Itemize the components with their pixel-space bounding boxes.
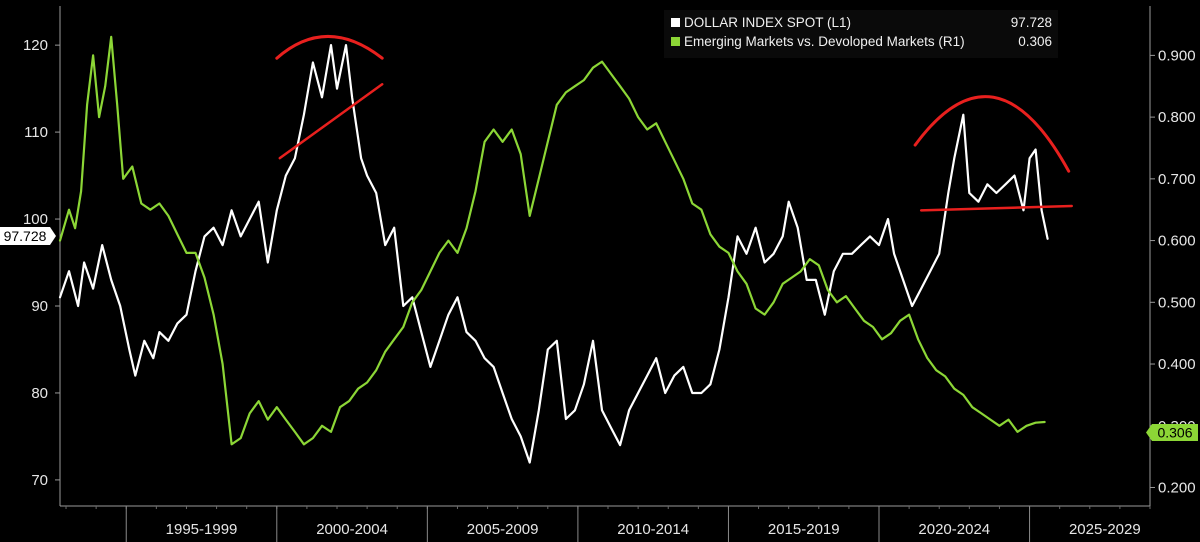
series-line-dollar-index: [58, 43, 1049, 464]
left-axis-tick-label: 90: [31, 298, 48, 315]
left-axis-tick-label: 110: [24, 124, 48, 141]
x-axis-period-label: 2000-2004: [316, 521, 388, 538]
right-axis-tick-label: 0.400: [1158, 356, 1196, 373]
legend-swatch-em: [671, 37, 680, 46]
x-axis-period-label: 1995-1999: [166, 521, 238, 538]
x-axis-period-label: 2005-2009: [467, 521, 539, 538]
series-layer: [58, 35, 1049, 464]
legend-box: [664, 10, 1058, 58]
right-axis-tick-label: 0.500: [1158, 294, 1196, 311]
badge-right-box: [1152, 424, 1198, 441]
legend-value-em: 0.306: [1018, 34, 1052, 49]
right-axis-tick-label: 0.800: [1158, 109, 1196, 126]
x-axis-period-label: 2020-2024: [918, 521, 990, 538]
annotation-top-arc: [275, 34, 384, 60]
left-axis-tick-label: 100: [23, 211, 48, 228]
legend: DOLLAR INDEX SPOT (L1) 97.728 Emerging M…: [664, 10, 1058, 58]
x-axis-period-label: 2010-2014: [617, 521, 689, 538]
right-axis-tick-label: 0.700: [1158, 171, 1196, 188]
right-axis-tick-label: 0.600: [1158, 233, 1196, 250]
left-axis-tick-label: 80: [31, 385, 48, 402]
badge-right-pointer: [1146, 424, 1152, 441]
left-axis-tick-label: 120: [23, 37, 48, 54]
x-axis: 1995-1999 2000-2004 2005-2009 2010-2014 2015…: [65, 506, 1151, 542]
left-axis-tick-label: 70: [31, 472, 48, 489]
plot-frame: [59, 6, 1151, 507]
legend-label-dollar: DOLLAR INDEX SPOT (L1): [684, 15, 851, 30]
right-axis-tick-label: 0.200: [1158, 479, 1196, 496]
annotation-top-arc: [913, 95, 1071, 173]
last-value-badge-left: 97.728: [0, 227, 56, 245]
badge-left-pointer: [50, 227, 56, 245]
legend-label-em: Emerging Markets vs. Devoloped Markets (…: [684, 34, 965, 49]
legend-swatch-dollar: [671, 18, 680, 27]
badge-left-box: [0, 227, 50, 245]
annotation-trendline: [919, 204, 1073, 212]
badge-left-text: 97.728: [4, 228, 47, 244]
last-value-badge-right: 0.306: [1146, 424, 1198, 441]
left-axis: 70 80 90 100 110 120: [23, 37, 60, 489]
right-axis-tick-label: 0.900: [1158, 47, 1196, 64]
series-line-em-vs-dm: [58, 35, 1046, 446]
annotation-trendline: [278, 83, 384, 160]
x-axis-period-label: 2025-2029: [1069, 521, 1141, 538]
badge-right-text: 0.306: [1157, 425, 1192, 441]
annotation-layer: [275, 34, 1073, 212]
x-axis-period-label: 2015-2019: [768, 521, 840, 538]
legend-value-dollar: 97.728: [1011, 15, 1052, 30]
